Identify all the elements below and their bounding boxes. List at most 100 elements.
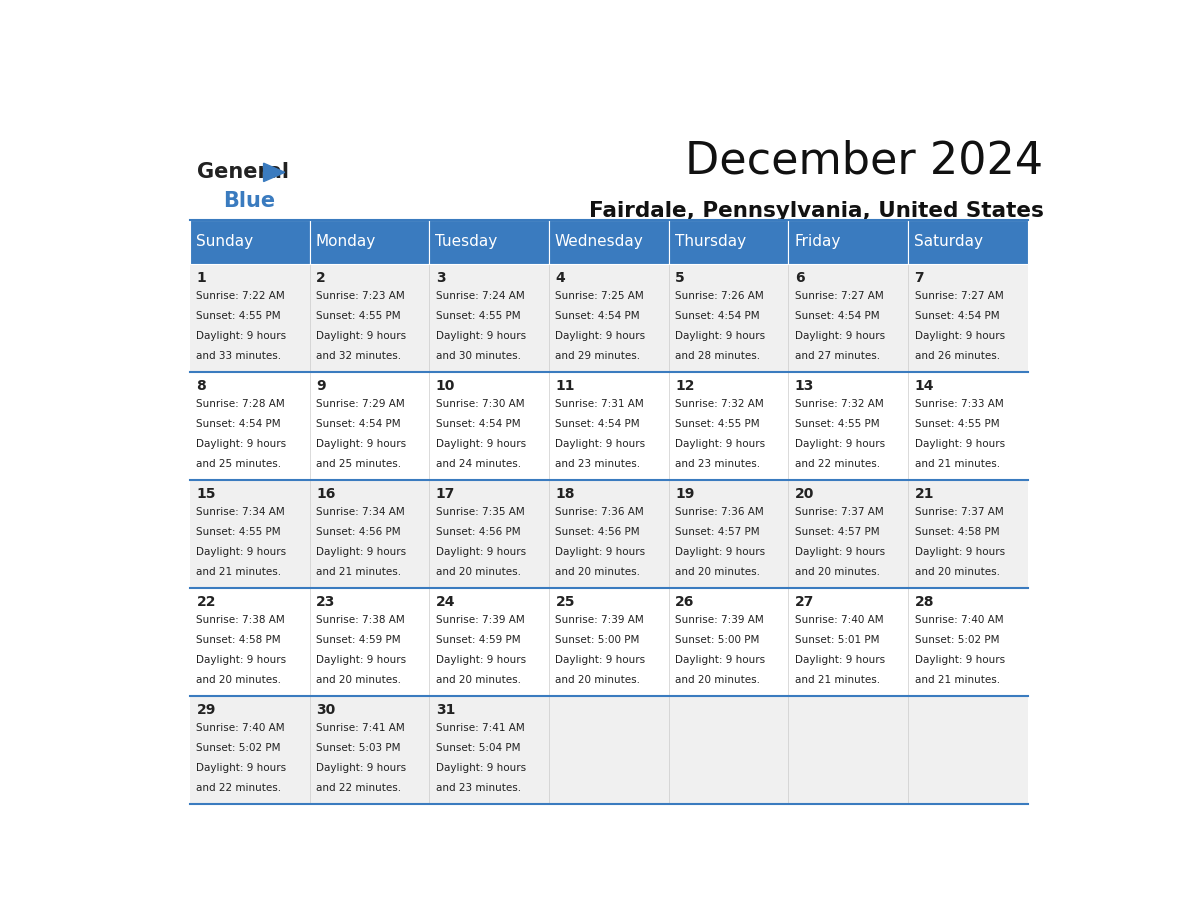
- Text: 18: 18: [556, 487, 575, 501]
- Bar: [310, 373, 429, 480]
- Text: and 27 minutes.: and 27 minutes.: [795, 351, 880, 361]
- Text: Sunset: 4:57 PM: Sunset: 4:57 PM: [675, 527, 760, 537]
- Text: and 21 minutes.: and 21 minutes.: [196, 567, 282, 577]
- Text: and 20 minutes.: and 20 minutes.: [675, 675, 760, 685]
- Bar: [549, 373, 669, 480]
- Bar: [549, 264, 669, 373]
- Text: and 21 minutes.: and 21 minutes.: [795, 675, 880, 685]
- Text: 13: 13: [795, 379, 814, 393]
- Text: Sunset: 4:56 PM: Sunset: 4:56 PM: [436, 527, 520, 537]
- Text: Sunrise: 7:40 AM: Sunrise: 7:40 AM: [915, 615, 1003, 625]
- Text: Daylight: 9 hours: Daylight: 9 hours: [675, 547, 765, 557]
- Text: and 22 minutes.: and 22 minutes.: [795, 459, 880, 469]
- Text: Sunset: 5:00 PM: Sunset: 5:00 PM: [675, 635, 759, 645]
- Text: 26: 26: [675, 596, 695, 610]
- Bar: [429, 264, 549, 373]
- Text: and 20 minutes.: and 20 minutes.: [795, 567, 880, 577]
- Text: General: General: [197, 162, 290, 183]
- Text: Daylight: 9 hours: Daylight: 9 hours: [196, 439, 286, 449]
- Text: and 20 minutes.: and 20 minutes.: [436, 675, 520, 685]
- Text: Sunset: 4:55 PM: Sunset: 4:55 PM: [795, 420, 879, 430]
- Text: and 20 minutes.: and 20 minutes.: [196, 675, 282, 685]
- Bar: [190, 264, 310, 373]
- Text: Sunrise: 7:29 AM: Sunrise: 7:29 AM: [316, 399, 405, 409]
- Bar: [549, 219, 669, 264]
- Text: Tuesday: Tuesday: [435, 234, 498, 250]
- Text: Sunset: 4:54 PM: Sunset: 4:54 PM: [196, 420, 282, 430]
- Text: Daylight: 9 hours: Daylight: 9 hours: [196, 331, 286, 341]
- Text: Sunrise: 7:41 AM: Sunrise: 7:41 AM: [316, 723, 405, 733]
- Text: Daylight: 9 hours: Daylight: 9 hours: [196, 547, 286, 557]
- Text: 5: 5: [675, 272, 685, 285]
- Bar: [310, 696, 429, 804]
- Text: and 20 minutes.: and 20 minutes.: [556, 675, 640, 685]
- Text: Sunset: 4:54 PM: Sunset: 4:54 PM: [556, 311, 640, 321]
- Text: Daylight: 9 hours: Daylight: 9 hours: [436, 331, 526, 341]
- Text: 31: 31: [436, 703, 455, 717]
- Text: Sunset: 4:56 PM: Sunset: 4:56 PM: [316, 527, 400, 537]
- Text: Daylight: 9 hours: Daylight: 9 hours: [436, 439, 526, 449]
- Text: Daylight: 9 hours: Daylight: 9 hours: [915, 439, 1005, 449]
- Text: Sunrise: 7:38 AM: Sunrise: 7:38 AM: [196, 615, 285, 625]
- Bar: [310, 588, 429, 696]
- Text: Sunrise: 7:35 AM: Sunrise: 7:35 AM: [436, 508, 525, 517]
- Bar: [190, 696, 310, 804]
- Bar: [549, 588, 669, 696]
- Bar: [310, 264, 429, 373]
- Text: 8: 8: [196, 379, 207, 393]
- Text: Sunrise: 7:40 AM: Sunrise: 7:40 AM: [196, 723, 285, 733]
- Text: 11: 11: [556, 379, 575, 393]
- Bar: [669, 219, 789, 264]
- Text: Sunset: 4:54 PM: Sunset: 4:54 PM: [915, 311, 999, 321]
- Text: 9: 9: [316, 379, 326, 393]
- Text: 16: 16: [316, 487, 335, 501]
- Text: and 32 minutes.: and 32 minutes.: [316, 351, 402, 361]
- Text: Sunrise: 7:40 AM: Sunrise: 7:40 AM: [795, 615, 884, 625]
- Text: Sunset: 4:55 PM: Sunset: 4:55 PM: [915, 420, 999, 430]
- Text: 19: 19: [675, 487, 695, 501]
- Text: and 20 minutes.: and 20 minutes.: [436, 567, 520, 577]
- Bar: [669, 373, 789, 480]
- Text: Sunset: 4:56 PM: Sunset: 4:56 PM: [556, 527, 640, 537]
- Text: Sunset: 5:00 PM: Sunset: 5:00 PM: [556, 635, 640, 645]
- Text: 23: 23: [316, 596, 335, 610]
- Text: Daylight: 9 hours: Daylight: 9 hours: [675, 331, 765, 341]
- Text: 14: 14: [915, 379, 934, 393]
- Text: Daylight: 9 hours: Daylight: 9 hours: [675, 655, 765, 666]
- Text: and 21 minutes.: and 21 minutes.: [316, 567, 402, 577]
- Text: and 33 minutes.: and 33 minutes.: [196, 351, 282, 361]
- Text: Sunset: 4:58 PM: Sunset: 4:58 PM: [915, 527, 999, 537]
- Text: Sunset: 5:03 PM: Sunset: 5:03 PM: [316, 744, 400, 753]
- Text: Daylight: 9 hours: Daylight: 9 hours: [556, 655, 645, 666]
- Text: and 20 minutes.: and 20 minutes.: [915, 567, 999, 577]
- Bar: [429, 373, 549, 480]
- Text: and 25 minutes.: and 25 minutes.: [316, 459, 402, 469]
- Text: Friday: Friday: [795, 234, 841, 250]
- Text: Sunrise: 7:23 AM: Sunrise: 7:23 AM: [316, 291, 405, 301]
- Bar: [310, 480, 429, 588]
- Text: Sunset: 4:54 PM: Sunset: 4:54 PM: [316, 420, 400, 430]
- Polygon shape: [264, 163, 285, 182]
- Text: and 30 minutes.: and 30 minutes.: [436, 351, 520, 361]
- Bar: [789, 480, 908, 588]
- Bar: [669, 696, 789, 804]
- Bar: [908, 480, 1028, 588]
- Bar: [190, 373, 310, 480]
- Text: Sunset: 4:54 PM: Sunset: 4:54 PM: [675, 311, 760, 321]
- Bar: [190, 219, 310, 264]
- Text: Sunrise: 7:22 AM: Sunrise: 7:22 AM: [196, 291, 285, 301]
- Text: Sunrise: 7:33 AM: Sunrise: 7:33 AM: [915, 399, 1004, 409]
- Text: Sunrise: 7:39 AM: Sunrise: 7:39 AM: [436, 615, 525, 625]
- Text: and 28 minutes.: and 28 minutes.: [675, 351, 760, 361]
- Bar: [669, 480, 789, 588]
- Text: Daylight: 9 hours: Daylight: 9 hours: [316, 439, 406, 449]
- Text: Sunrise: 7:30 AM: Sunrise: 7:30 AM: [436, 399, 524, 409]
- Bar: [908, 264, 1028, 373]
- Text: Wednesday: Wednesday: [555, 234, 644, 250]
- Text: Sunset: 4:55 PM: Sunset: 4:55 PM: [675, 420, 760, 430]
- Text: Daylight: 9 hours: Daylight: 9 hours: [436, 763, 526, 773]
- Text: Sunset: 4:59 PM: Sunset: 4:59 PM: [316, 635, 400, 645]
- Text: 3: 3: [436, 272, 446, 285]
- Text: 15: 15: [196, 487, 216, 501]
- Bar: [310, 219, 429, 264]
